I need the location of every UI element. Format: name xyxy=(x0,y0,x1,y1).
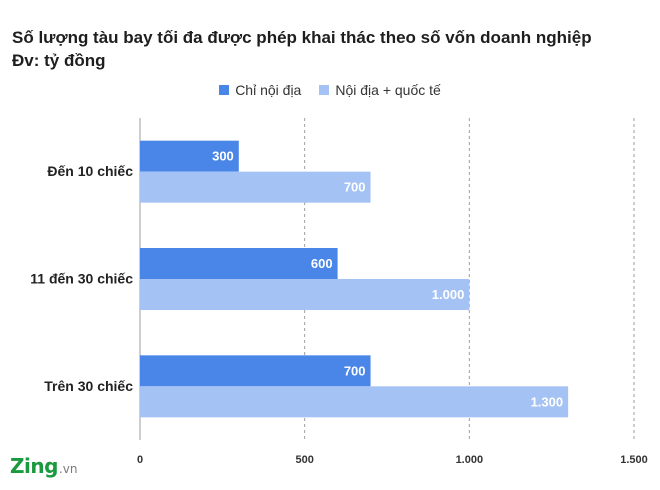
x-tick-label: 1.500 xyxy=(620,454,648,466)
bar-domestic xyxy=(140,355,371,387)
bar-domestic-international xyxy=(140,171,371,203)
bar-domestic-international xyxy=(140,386,569,418)
x-tick-label: 1.000 xyxy=(456,454,484,466)
category-label: 11 đến 30 chiếc xyxy=(30,271,133,287)
legend-swatch-domestic xyxy=(219,85,230,95)
category-label: Trên 30 chiếc xyxy=(44,378,133,394)
x-tick-label: 0 xyxy=(137,454,143,466)
data-label: 300 xyxy=(212,149,234,164)
chart-title-line1: Số lượng tàu bay tối đa được phép khai t… xyxy=(12,28,592,47)
legend-item-domestic: Chỉ nội địa xyxy=(219,82,301,98)
chart-title: Số lượng tàu bay tối đa được phép khai t… xyxy=(12,26,652,72)
legend-label-domestic-international: Nội địa + quốc tế xyxy=(335,82,441,98)
logo-tld-text: .vn xyxy=(58,462,78,476)
logo-main-text: Zing xyxy=(10,454,58,478)
x-tick-label: 500 xyxy=(295,454,313,466)
chart-unit-line: Đv: tỷ đồng xyxy=(12,51,106,70)
zing-logo: Zing .vn xyxy=(10,454,77,484)
bar-domestic-international xyxy=(140,279,470,310)
data-label: 700 xyxy=(344,180,366,195)
data-label: 1.300 xyxy=(531,394,564,409)
data-label: 600 xyxy=(311,256,333,271)
legend-swatch-domestic-international xyxy=(319,85,330,95)
legend-item-domestic-international: Nội địa + quốc tế xyxy=(319,82,441,98)
bar-domestic xyxy=(140,140,239,172)
chart-legend: Chỉ nội địa Nội địa + quốc tế xyxy=(0,80,660,100)
data-label: 1.000 xyxy=(432,287,465,302)
legend-label-domestic: Chỉ nội địa xyxy=(235,82,302,98)
data-label: 700 xyxy=(344,363,366,378)
bar-domestic xyxy=(140,248,338,279)
category-label: Đến 10 chiếc xyxy=(47,163,133,179)
